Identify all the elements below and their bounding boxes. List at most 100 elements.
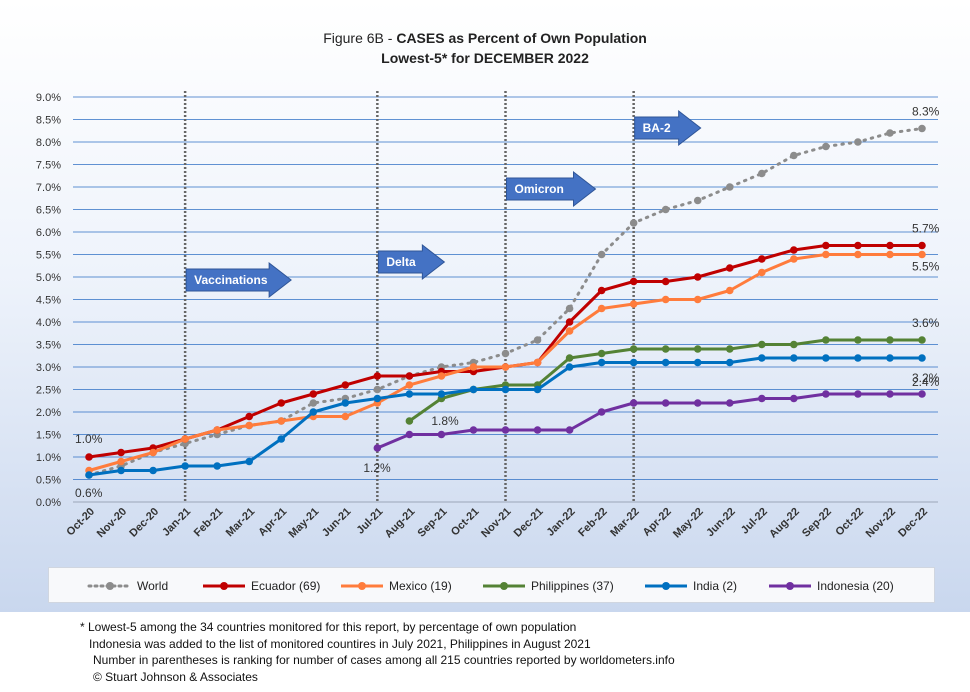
y-tick-label: 3.5% — [36, 340, 61, 352]
data-point — [597, 349, 606, 358]
data-point — [245, 421, 254, 430]
data-label: 2.4% — [912, 375, 940, 389]
data-point — [565, 426, 574, 434]
data-point — [469, 363, 478, 371]
legend-label-indonesia: Indonesia (20) — [817, 579, 894, 593]
data-point — [918, 124, 926, 133]
data-point — [886, 354, 894, 362]
y-tick-label: 2.5% — [36, 385, 61, 397]
data-point — [725, 286, 734, 295]
footnotes: * Lowest-5 among the 34 countries monito… — [80, 619, 675, 685]
event-label: Omicron — [515, 182, 564, 196]
data-point — [373, 444, 382, 452]
data-point — [918, 336, 926, 344]
x-tick-label: Jan-21 — [160, 506, 193, 539]
data-point — [854, 336, 862, 344]
x-tick-label: Dec-22 — [896, 506, 930, 540]
data-point — [565, 304, 574, 313]
data-point — [822, 390, 830, 398]
data-point — [693, 345, 702, 353]
data-point — [790, 255, 798, 263]
data-point — [629, 358, 638, 367]
legend: World Ecuador (69) Mexico (19) Philippin… — [48, 567, 935, 603]
x-tick-label: Jul-22 — [739, 506, 770, 537]
data-point — [213, 426, 221, 434]
data-point — [437, 430, 446, 439]
data-point — [854, 390, 862, 398]
data-point — [918, 250, 926, 259]
data-point — [757, 340, 766, 349]
data-point — [277, 417, 286, 425]
legend-label-world: World — [137, 579, 169, 593]
x-tick-label: Oct-22 — [833, 506, 866, 539]
data-point — [245, 457, 254, 466]
data-point — [501, 385, 510, 394]
data-point — [661, 277, 670, 286]
data-label: 1.0% — [75, 432, 103, 446]
footnote-line: * Lowest-5 among the 34 countries monito… — [80, 620, 577, 634]
x-tick-label: Oct-21 — [449, 506, 482, 539]
event-label: Delta — [386, 255, 416, 269]
x-tick-label: May-21 — [287, 506, 322, 541]
data-point — [854, 354, 862, 362]
data-point — [469, 426, 478, 434]
y-tick-label: 6.5% — [36, 205, 61, 217]
data-point — [405, 430, 414, 439]
data-point — [725, 345, 734, 353]
x-tick-label: Oct-20 — [64, 506, 97, 539]
data-point — [918, 354, 926, 362]
data-point — [533, 385, 542, 394]
data-label: 5.5% — [912, 260, 940, 274]
data-point — [790, 151, 798, 160]
data-point — [822, 336, 830, 344]
x-tick-label: Nov-22 — [864, 506, 898, 540]
chart-subtitle: Lowest-5* for DECEMBER 2022 — [381, 50, 589, 66]
data-point — [886, 129, 894, 137]
data-point — [597, 250, 606, 259]
data-point — [822, 354, 830, 362]
data-point — [886, 241, 894, 250]
data-label: 3.6% — [912, 316, 940, 330]
event-arrow — [377, 243, 446, 281]
event-arrow — [185, 261, 292, 299]
x-tick-label: Mar-21 — [224, 506, 258, 540]
y-tick-label: 1.0% — [36, 452, 61, 464]
data-point — [693, 295, 702, 304]
y-tick-label: 8.5% — [36, 115, 61, 127]
event-label: Vaccinations — [194, 273, 268, 287]
data-point — [661, 345, 670, 353]
event-arrow — [634, 109, 702, 147]
data-point — [277, 399, 286, 407]
y-tick-label: 3.0% — [36, 362, 61, 374]
chart-title-prefix: Figure 6B - — [323, 30, 397, 46]
legend-swatch-philippines — [483, 582, 525, 590]
data-point — [565, 354, 574, 362]
data-point — [117, 466, 125, 475]
data-point — [629, 277, 638, 286]
data-point — [629, 399, 638, 407]
x-tick-label: Jan-22 — [545, 506, 578, 539]
data-point — [149, 448, 157, 457]
data-point — [790, 246, 798, 254]
y-tick-label: 5.5% — [36, 250, 61, 262]
data-point — [149, 466, 157, 475]
data-point — [213, 462, 221, 470]
chart-title-main: CASES as Percent of Own Population — [396, 30, 647, 46]
data-point — [437, 390, 446, 398]
data-point — [790, 354, 798, 362]
x-tick-label: Apr-22 — [641, 506, 674, 539]
x-tick-label: Jun-21 — [320, 506, 354, 540]
y-tick-label: 6.0% — [36, 227, 61, 239]
data-point — [405, 417, 414, 425]
data-point — [757, 169, 766, 178]
data-point — [341, 399, 350, 407]
data-point — [341, 381, 350, 389]
data-point — [822, 250, 830, 259]
data-point — [117, 448, 125, 457]
data-point — [565, 318, 574, 326]
y-tick-label: 0.5% — [36, 475, 61, 487]
data-point — [629, 300, 638, 308]
x-tick-label: Jun-22 — [704, 506, 738, 540]
footnote-line: Indonesia was added to the list of monit… — [89, 636, 591, 651]
data-point — [854, 138, 862, 146]
